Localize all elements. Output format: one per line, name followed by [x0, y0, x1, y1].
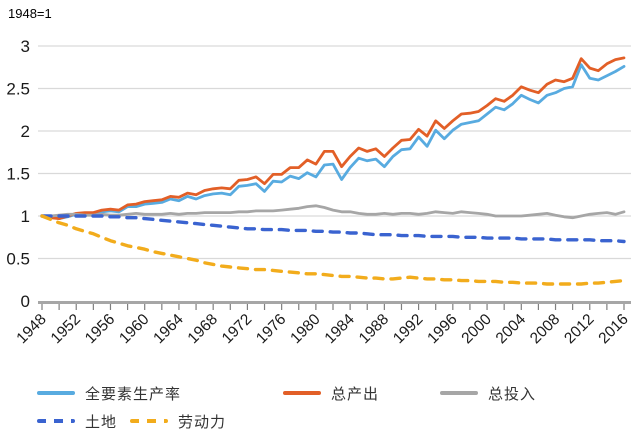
svg-text:1972: 1972	[219, 311, 255, 347]
svg-text:1952: 1952	[48, 311, 84, 347]
svg-text:1976: 1976	[253, 311, 289, 347]
svg-text:3: 3	[21, 37, 30, 56]
svg-text:1964: 1964	[150, 311, 187, 348]
svg-text:1996: 1996	[424, 311, 460, 347]
legend-line-output-icon	[283, 391, 321, 395]
legend-item-tfp: 全要素生产率	[37, 383, 181, 403]
svg-text:1992: 1992	[390, 311, 426, 347]
svg-text:1948: 1948	[13, 311, 49, 347]
legend-item-output: 总产出	[283, 383, 379, 403]
svg-text:2.5: 2.5	[6, 80, 30, 99]
legend-line-labor-icon	[130, 419, 168, 423]
svg-text:1956: 1956	[82, 311, 118, 347]
svg-text:1.5: 1.5	[6, 165, 30, 184]
legend-item-inputs: 总投入	[440, 383, 536, 403]
legend-label-inputs: 总投入	[488, 385, 537, 403]
legend-label-labor: 劳动力	[178, 413, 227, 431]
svg-text:2016: 2016	[595, 311, 631, 347]
svg-text:1980: 1980	[287, 311, 324, 348]
legend-item-labor: 劳动力	[130, 411, 226, 431]
axis-note: 1948=1	[8, 6, 52, 21]
svg-text:1968: 1968	[185, 311, 221, 347]
svg-text:0: 0	[21, 292, 30, 311]
svg-text:1: 1	[21, 207, 30, 226]
svg-text:0.5: 0.5	[6, 250, 30, 269]
svg-text:1984: 1984	[322, 311, 359, 348]
legend-line-land-icon	[37, 419, 75, 423]
svg-text:2012: 2012	[561, 311, 597, 347]
svg-text:2: 2	[21, 122, 30, 141]
legend-line-tfp-icon	[37, 391, 75, 395]
svg-text:1960: 1960	[116, 311, 153, 348]
legend-line-inputs-icon	[440, 391, 478, 395]
svg-text:2000: 2000	[458, 311, 495, 348]
svg-text:2004: 2004	[493, 311, 530, 348]
svg-text:2008: 2008	[527, 311, 563, 347]
legend-label-output: 总产出	[331, 385, 380, 403]
svg-text:1988: 1988	[356, 311, 392, 347]
legend-item-land: 土地	[37, 411, 117, 431]
legend-label-tfp: 全要素生产率	[85, 385, 182, 403]
legend-label-land: 土地	[85, 413, 118, 431]
